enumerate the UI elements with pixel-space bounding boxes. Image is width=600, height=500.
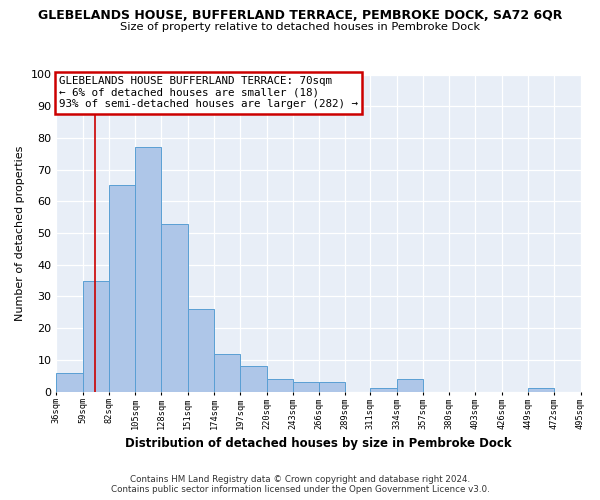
X-axis label: Distribution of detached houses by size in Pembroke Dock: Distribution of detached houses by size … bbox=[125, 437, 512, 450]
Bar bbox=[370, 388, 397, 392]
Y-axis label: Number of detached properties: Number of detached properties bbox=[15, 146, 25, 320]
Bar bbox=[56, 372, 83, 392]
Bar bbox=[528, 388, 554, 392]
Text: Size of property relative to detached houses in Pembroke Dock: Size of property relative to detached ho… bbox=[120, 22, 480, 32]
Bar bbox=[188, 309, 214, 392]
Text: GLEBELANDS HOUSE BUFFERLAND TERRACE: 70sqm
← 6% of detached houses are smaller (: GLEBELANDS HOUSE BUFFERLAND TERRACE: 70s… bbox=[59, 76, 358, 110]
Text: Contains HM Land Registry data © Crown copyright and database right 2024.
Contai: Contains HM Land Registry data © Crown c… bbox=[110, 474, 490, 494]
Bar bbox=[135, 148, 161, 392]
Bar bbox=[266, 379, 293, 392]
Text: GLEBELANDS HOUSE, BUFFERLAND TERRACE, PEMBROKE DOCK, SA72 6QR: GLEBELANDS HOUSE, BUFFERLAND TERRACE, PE… bbox=[38, 9, 562, 22]
Bar bbox=[109, 186, 135, 392]
Bar bbox=[83, 280, 109, 392]
Bar bbox=[293, 382, 319, 392]
Bar bbox=[161, 224, 188, 392]
Bar bbox=[319, 382, 345, 392]
Bar bbox=[240, 366, 266, 392]
Bar bbox=[397, 379, 423, 392]
Bar bbox=[214, 354, 240, 392]
